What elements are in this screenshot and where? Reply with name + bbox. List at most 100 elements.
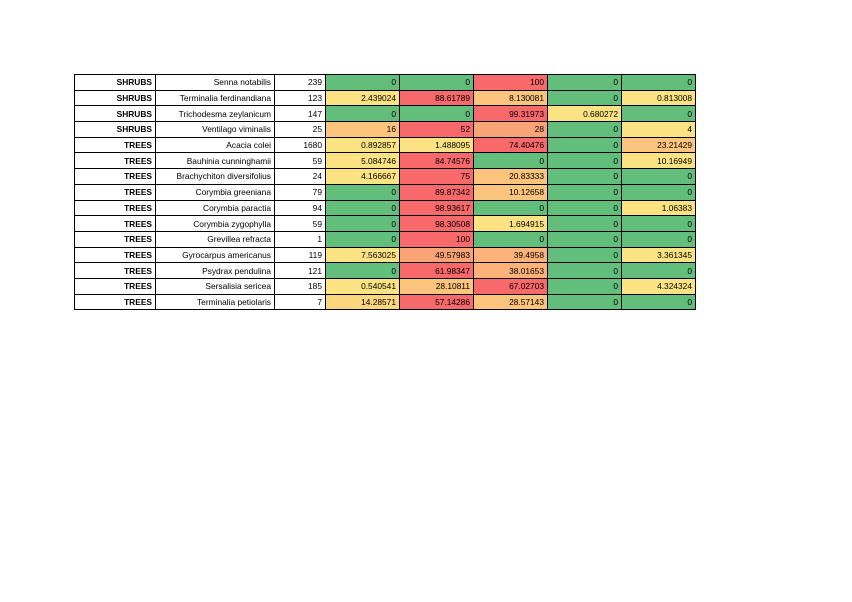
value-cell-1[interactable]: 0.540541 — [325, 277, 400, 295]
count-cell[interactable]: 59 — [274, 152, 326, 170]
count-cell[interactable]: 7 — [274, 293, 326, 311]
value-cell-5[interactable]: 0 — [621, 215, 696, 232]
value-cell-4[interactable]: 0 — [547, 152, 622, 170]
category-cell[interactable]: TREES — [74, 293, 156, 311]
value-cell-3[interactable]: 1.694915 — [473, 215, 548, 232]
value-cell-4[interactable]: 0 — [547, 199, 622, 217]
category-cell[interactable]: TREES — [74, 230, 156, 248]
count-cell[interactable]: 94 — [274, 199, 326, 217]
value-cell-1[interactable]: 16 — [325, 121, 400, 138]
count-cell[interactable]: 1 — [274, 230, 326, 248]
value-cell-3[interactable]: 100 — [473, 74, 548, 91]
value-cell-1[interactable]: 0.892857 — [325, 136, 400, 154]
species-cell[interactable]: Terminalia petiolaris — [155, 293, 275, 311]
count-cell[interactable]: 119 — [274, 246, 326, 264]
value-cell-1[interactable]: 0 — [325, 230, 400, 248]
value-cell-3[interactable]: 10.12658 — [473, 183, 548, 201]
value-cell-1[interactable]: 7.563025 — [325, 246, 400, 264]
value-cell-4[interactable]: 0.680272 — [547, 105, 622, 123]
value-cell-4[interactable]: 0 — [547, 215, 622, 232]
count-cell[interactable]: 147 — [274, 105, 326, 123]
value-cell-5[interactable]: 10.16949 — [621, 152, 696, 170]
category-cell[interactable]: TREES — [74, 215, 156, 232]
species-cell[interactable]: Grevillea refracta — [155, 230, 275, 248]
count-cell[interactable]: 121 — [274, 262, 326, 279]
value-cell-2[interactable]: 88.61789 — [399, 89, 474, 107]
value-cell-3[interactable]: 38.01653 — [473, 262, 548, 279]
value-cell-4[interactable]: 0 — [547, 168, 622, 185]
value-cell-1[interactable]: 0 — [325, 105, 400, 123]
value-cell-1[interactable]: 0 — [325, 199, 400, 217]
count-cell[interactable]: 123 — [274, 89, 326, 107]
value-cell-5[interactable]: 23.21429 — [621, 136, 696, 154]
species-cell[interactable]: Sersalisia sericea — [155, 277, 275, 295]
species-cell[interactable]: Brachychiton diversifolius — [155, 168, 275, 185]
value-cell-2[interactable]: 28.10811 — [399, 277, 474, 295]
value-cell-2[interactable]: 61.98347 — [399, 262, 474, 279]
value-cell-2[interactable]: 84.74576 — [399, 152, 474, 170]
value-cell-3[interactable]: 28 — [473, 121, 548, 138]
species-cell[interactable]: Trichodesma zeylanicum — [155, 105, 275, 123]
category-cell[interactable]: TREES — [74, 246, 156, 264]
category-cell[interactable]: SHRUBS — [74, 105, 156, 123]
value-cell-1[interactable]: 0 — [325, 74, 400, 91]
value-cell-1[interactable]: 0 — [325, 183, 400, 201]
value-cell-3[interactable]: 0 — [473, 230, 548, 248]
value-cell-2[interactable]: 52 — [399, 121, 474, 138]
value-cell-3[interactable]: 67.02703 — [473, 277, 548, 295]
species-cell[interactable]: Acacia colei — [155, 136, 275, 154]
value-cell-5[interactable]: 0 — [621, 293, 696, 311]
value-cell-4[interactable]: 0 — [547, 230, 622, 248]
category-cell[interactable]: TREES — [74, 183, 156, 201]
count-cell[interactable]: 25 — [274, 121, 326, 138]
value-cell-1[interactable]: 2.439024 — [325, 89, 400, 107]
species-cell[interactable]: Corymbia greeniana — [155, 183, 275, 201]
value-cell-2[interactable]: 57.14286 — [399, 293, 474, 311]
value-cell-5[interactable]: 0 — [621, 262, 696, 279]
value-cell-3[interactable]: 74.40476 — [473, 136, 548, 154]
category-cell[interactable]: SHRUBS — [74, 121, 156, 138]
value-cell-2[interactable]: 0 — [399, 74, 474, 91]
species-cell[interactable]: Ventilago viminalis — [155, 121, 275, 138]
value-cell-3[interactable]: 99.31973 — [473, 105, 548, 123]
count-cell[interactable]: 1680 — [274, 136, 326, 154]
value-cell-1[interactable]: 0 — [325, 262, 400, 279]
value-cell-2[interactable]: 49.57983 — [399, 246, 474, 264]
value-cell-5[interactable]: 0 — [621, 105, 696, 123]
value-cell-4[interactable]: 0 — [547, 246, 622, 264]
count-cell[interactable]: 59 — [274, 215, 326, 232]
value-cell-1[interactable]: 5.084746 — [325, 152, 400, 170]
value-cell-4[interactable]: 0 — [547, 262, 622, 279]
value-cell-3[interactable]: 28.57143 — [473, 293, 548, 311]
value-cell-2[interactable]: 0 — [399, 105, 474, 123]
value-cell-5[interactable]: 0 — [621, 183, 696, 201]
value-cell-5[interactable]: 0.813008 — [621, 89, 696, 107]
value-cell-4[interactable]: 0 — [547, 136, 622, 154]
species-cell[interactable]: Gyrocarpus americanus — [155, 246, 275, 264]
species-cell[interactable]: Terminalia ferdinandiana — [155, 89, 275, 107]
value-cell-2[interactable]: 75 — [399, 168, 474, 185]
value-cell-3[interactable]: 0 — [473, 152, 548, 170]
value-cell-4[interactable]: 0 — [547, 89, 622, 107]
count-cell[interactable]: 79 — [274, 183, 326, 201]
species-cell[interactable]: Bauhinia cunninghamii — [155, 152, 275, 170]
value-cell-3[interactable]: 0 — [473, 199, 548, 217]
count-cell[interactable]: 24 — [274, 168, 326, 185]
value-cell-1[interactable]: 4.166667 — [325, 168, 400, 185]
category-cell[interactable]: TREES — [74, 262, 156, 279]
value-cell-4[interactable]: 0 — [547, 121, 622, 138]
category-cell[interactable]: TREES — [74, 277, 156, 295]
value-cell-2[interactable]: 100 — [399, 230, 474, 248]
category-cell[interactable]: SHRUBS — [74, 74, 156, 91]
value-cell-2[interactable]: 98.93617 — [399, 199, 474, 217]
category-cell[interactable]: TREES — [74, 136, 156, 154]
category-cell[interactable]: TREES — [74, 168, 156, 185]
value-cell-3[interactable]: 20.83333 — [473, 168, 548, 185]
value-cell-3[interactable]: 39.4958 — [473, 246, 548, 264]
value-cell-5[interactable]: 1.06383 — [621, 199, 696, 217]
value-cell-5[interactable]: 0 — [621, 230, 696, 248]
category-cell[interactable]: TREES — [74, 152, 156, 170]
value-cell-5[interactable]: 4.324324 — [621, 277, 696, 295]
value-cell-2[interactable]: 89.87342 — [399, 183, 474, 201]
value-cell-2[interactable]: 1.488095 — [399, 136, 474, 154]
